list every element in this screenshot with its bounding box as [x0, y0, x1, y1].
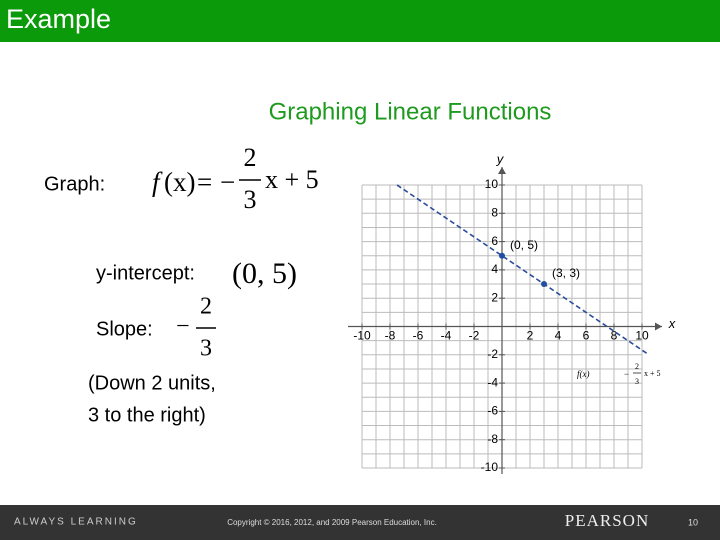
annotation-name: f(x)	[577, 369, 590, 379]
x-axis-label: x	[668, 316, 676, 331]
footer-tagline: ALWAYS LEARNING	[14, 517, 138, 528]
fn-rest: x + 5	[265, 165, 319, 194]
annotation-num: 2	[635, 362, 639, 371]
point	[499, 252, 505, 259]
x-tick-label: -6	[413, 329, 424, 343]
fn-minus: −	[220, 167, 235, 197]
y-tick-label: 2	[491, 290, 498, 304]
note-line: (Down 2 units,	[88, 372, 216, 394]
point-label: (0, 5)	[510, 238, 538, 252]
annotation-minus: −	[624, 369, 629, 379]
y-tick-label: 4	[491, 262, 498, 276]
point	[541, 281, 547, 288]
x-tick-label: 8	[611, 329, 618, 343]
fn-arg: (x)	[164, 167, 195, 197]
y-arrow	[498, 167, 506, 174]
y-tick-label: -8	[487, 432, 498, 446]
x-tick-label: 4	[555, 329, 562, 343]
fn-equals: =	[197, 167, 212, 197]
slope-minus: −	[176, 314, 190, 340]
x-tick-label: -2	[469, 329, 480, 343]
x-tick-label: -4	[441, 329, 452, 343]
y-tick-label: -2	[487, 347, 498, 361]
fn-den: 3	[244, 185, 257, 214]
x-arrow	[655, 322, 662, 331]
annotation-den: 3	[635, 377, 639, 386]
y-tick-label: -10	[481, 460, 499, 474]
page-number: 10	[688, 517, 698, 527]
y-tick-label: 10	[485, 177, 499, 191]
header-bar	[0, 0, 720, 42]
x-tick-label: 10	[635, 329, 649, 343]
graph-label: Graph:	[44, 173, 105, 195]
fn-num: 2	[244, 143, 257, 172]
fn-name: f	[152, 167, 163, 197]
footer-bar	[0, 505, 720, 540]
slope-den: 3	[200, 336, 212, 362]
x-tick-label: -8	[385, 329, 396, 343]
slide-title: Graphing Linear Functions	[269, 98, 552, 125]
note-line: 3 to the right)	[88, 404, 206, 426]
y-tick-label: 6	[491, 234, 498, 248]
slope-label: Slope:	[96, 318, 153, 340]
slope-num: 2	[200, 294, 212, 320]
intercept-label: y-intercept:	[96, 262, 195, 284]
footer-copyright: Copyright © 2016, 2012, and 2009 Pearson…	[227, 518, 437, 527]
line-series	[396, 184, 650, 356]
x-tick-label: 6	[583, 329, 590, 343]
annotation-rest: x + 5	[644, 369, 661, 378]
footer-brand: PEARSON	[565, 511, 649, 530]
x-tick-label: 2	[527, 329, 534, 343]
y-axis-label: y	[496, 151, 505, 166]
y-tick-label: 8	[491, 205, 498, 219]
y-tick-label: -4	[487, 375, 498, 389]
header-title: Example	[6, 4, 111, 34]
x-tick-label: -10	[353, 329, 371, 343]
point-label: (3, 3)	[552, 266, 580, 280]
y-tick-label: -6	[487, 404, 498, 418]
graph: x y -10 -8 -6 -4 -2 2 4 6 8 10 -10 -8 -6 -4 -2 2 4 6 8 10 (0, …	[348, 151, 676, 474]
intercept: (0, 5)	[232, 257, 297, 290]
